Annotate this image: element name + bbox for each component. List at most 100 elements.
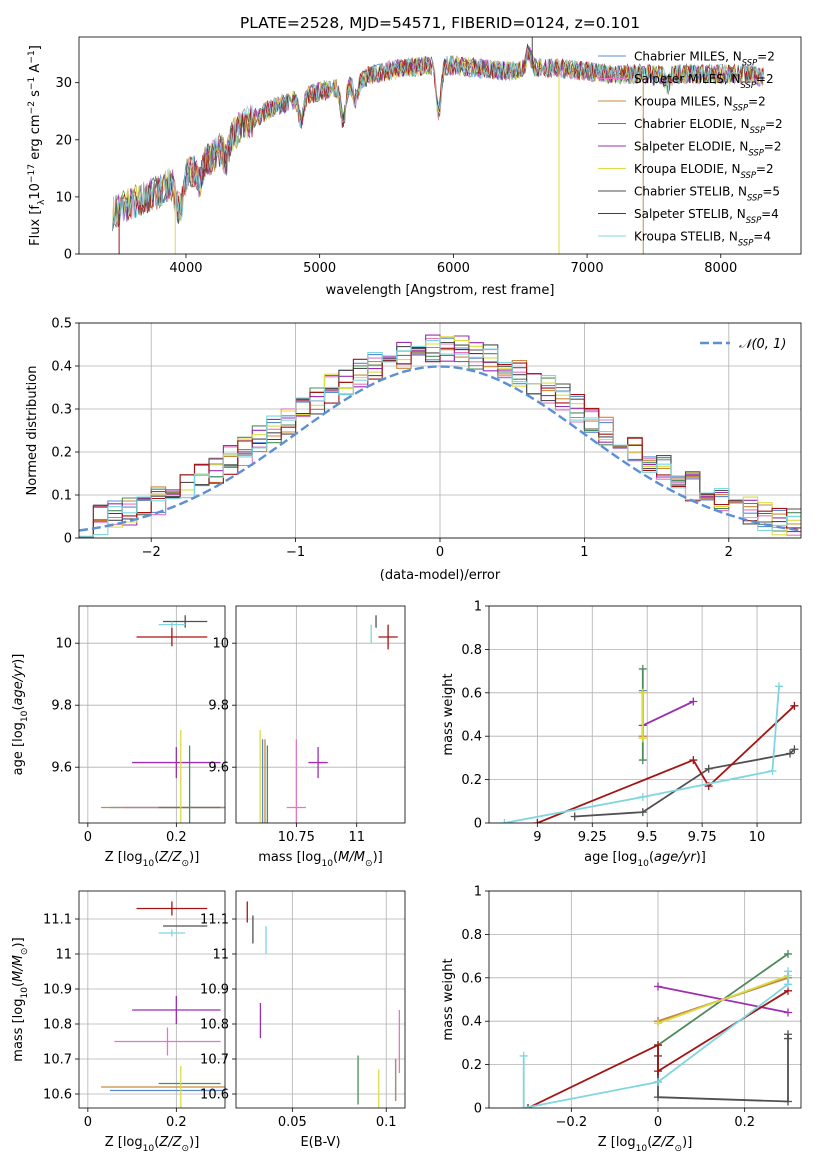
legend-label-part: =2 xyxy=(765,117,783,131)
x-tick-label: −2 xyxy=(142,545,161,560)
series-line xyxy=(527,990,789,1108)
legend-label: Kroupa STELIB, NSSP=4 xyxy=(634,230,771,248)
x-axis-label-part: mass [log xyxy=(258,850,321,865)
series-marker xyxy=(768,766,777,775)
x-axis-label-part: age/yr xyxy=(654,850,697,865)
legend-label-part: Salpeter MILES, N xyxy=(634,72,741,86)
x-axis-label-part: Z [log xyxy=(105,850,143,865)
y-tick-label: 0.8 xyxy=(461,643,482,658)
y-tick-label: 0 xyxy=(64,248,72,263)
x-tick-label: 0 xyxy=(84,830,92,845)
y-axis-label: mass weight xyxy=(441,958,456,1040)
series-line xyxy=(536,705,796,823)
legend-label: Kroupa MILES, NSSP=2 xyxy=(634,95,766,113)
legend-label-part: SSP xyxy=(741,80,757,90)
y-tick-label: 0.6 xyxy=(461,686,482,701)
x-axis-label-part: )] xyxy=(696,850,706,865)
data-point xyxy=(132,996,221,1024)
legend-label-part: Salpeter ELODIE, N xyxy=(634,140,748,154)
x-axis-label-part: ⊙ xyxy=(675,1144,683,1154)
axes-frame xyxy=(78,605,226,824)
x-tick-label: 1 xyxy=(580,545,588,560)
series-marker xyxy=(784,949,792,958)
series-marker xyxy=(638,808,647,817)
y-axis-label-part: age/yr xyxy=(11,662,26,705)
y-tick-label: 0.4 xyxy=(51,360,72,375)
legend-label-part: SSP xyxy=(748,148,764,158)
plot-area xyxy=(519,949,792,1108)
legend-label-part: =5 xyxy=(762,185,780,199)
x-axis-label-part: ( xyxy=(154,850,159,865)
series xyxy=(638,697,698,730)
legend-label-part: Chabrier STELIB, N xyxy=(634,185,747,199)
data-point xyxy=(158,929,186,937)
series-line xyxy=(574,748,796,818)
y-tick-label: 20 xyxy=(55,133,72,148)
y-axis-label: Normed distribution xyxy=(25,366,40,496)
legend-label-part: =2 xyxy=(756,72,774,86)
y-axis-label: mass weight xyxy=(441,673,456,755)
data-point xyxy=(114,1027,221,1056)
x-tick-label: 4000 xyxy=(169,261,202,276)
x-axis-label-part: Z/Z xyxy=(158,850,182,865)
legend-label-part: SSP xyxy=(742,58,758,68)
series-marker xyxy=(519,1051,528,1060)
y-tick-label: 11.1 xyxy=(43,913,72,928)
y-axis-label-part: ( xyxy=(11,982,26,987)
y-axis-label-part: −1 xyxy=(27,50,37,63)
panel-7: 0.05 0.1 10.6 10.7 10.8 10.9 11 11.1 E(B-V) xyxy=(200,890,406,1150)
y-tick-label: 9.8 xyxy=(51,699,72,714)
series-marker xyxy=(784,980,792,989)
y-axis-label: Flux [fλ10−17 erg cm−2 s−1 A−1] xyxy=(27,45,47,246)
panel-2: −2 −1 0 1 2 0 0.1 0.2 0.3 0.4 0.5 (data-model)/erro… xyxy=(25,317,802,583)
x-axis-label: Z [log10(Z/Z⊙)] xyxy=(105,1135,200,1154)
series-marker xyxy=(654,1019,662,1028)
x-axis-label-part: ⊙ xyxy=(182,1144,190,1154)
x-axis-label-part: ( xyxy=(154,1135,159,1150)
figure-title: PLATE=2528, MJD=54571, FIBERID=0124, z=0… xyxy=(240,14,640,32)
data-point xyxy=(158,621,186,628)
legend-label-part: =4 xyxy=(753,230,771,244)
y-axis-label-part: 10 xyxy=(28,183,43,200)
x-axis-label-part: ( xyxy=(649,850,654,865)
plot-area xyxy=(101,901,225,1108)
series-marker xyxy=(519,1104,528,1108)
legend-label: Chabrier MILES, NSSP=2 xyxy=(634,50,775,68)
y-tick-label: 1 xyxy=(474,600,482,615)
legend-label-part: Kroupa ELODIE, N xyxy=(634,162,741,176)
series-line xyxy=(642,700,694,727)
x-axis-label-part: 10 xyxy=(143,859,155,869)
y-axis-label-part: ⊙ xyxy=(20,947,30,955)
y-tick-label: 10 xyxy=(55,190,72,205)
series-marker xyxy=(570,812,579,821)
y-axis-label-part: s xyxy=(28,90,43,101)
axes-frame xyxy=(488,605,802,824)
y-tick-label: 9.6 xyxy=(208,761,229,776)
y-tick-label: 1 xyxy=(474,885,482,900)
x-axis-label: Z [log10(Z/Z⊙)] xyxy=(105,850,200,869)
x-tick-label: 10 xyxy=(749,830,766,845)
y-tick-label: 0.2 xyxy=(51,446,72,461)
x-tick-label: 9 xyxy=(533,830,541,845)
y-axis-label-part: −1 xyxy=(27,77,37,90)
legend-label-part: Chabrier ELODIE, N xyxy=(634,117,750,131)
legend-label: Kroupa ELODIE, NSSP=2 xyxy=(634,162,774,180)
x-axis-label-part: age [log xyxy=(584,850,637,865)
axes-frame xyxy=(78,36,802,255)
data-point xyxy=(132,747,221,779)
y-tick-label: 0 xyxy=(474,817,482,832)
x-axis-label: mass [log10(M/M⊙)] xyxy=(258,850,382,869)
y-tick-label: 10.9 xyxy=(43,983,72,998)
x-tick-label: 6000 xyxy=(437,261,470,276)
axes-frame xyxy=(488,890,802,1109)
y-tick-label: 11 xyxy=(212,948,229,963)
legend-label-part: =2 xyxy=(764,140,782,154)
y-axis-label: age [log10(age/yr)] xyxy=(11,654,30,776)
x-axis-label-part: M/M xyxy=(338,850,365,865)
series-marker xyxy=(654,982,662,991)
legend-label: Salpeter STELIB, NSSP=4 xyxy=(634,207,779,225)
series-marker xyxy=(784,967,792,976)
y-tick-label: 9.8 xyxy=(208,699,229,714)
